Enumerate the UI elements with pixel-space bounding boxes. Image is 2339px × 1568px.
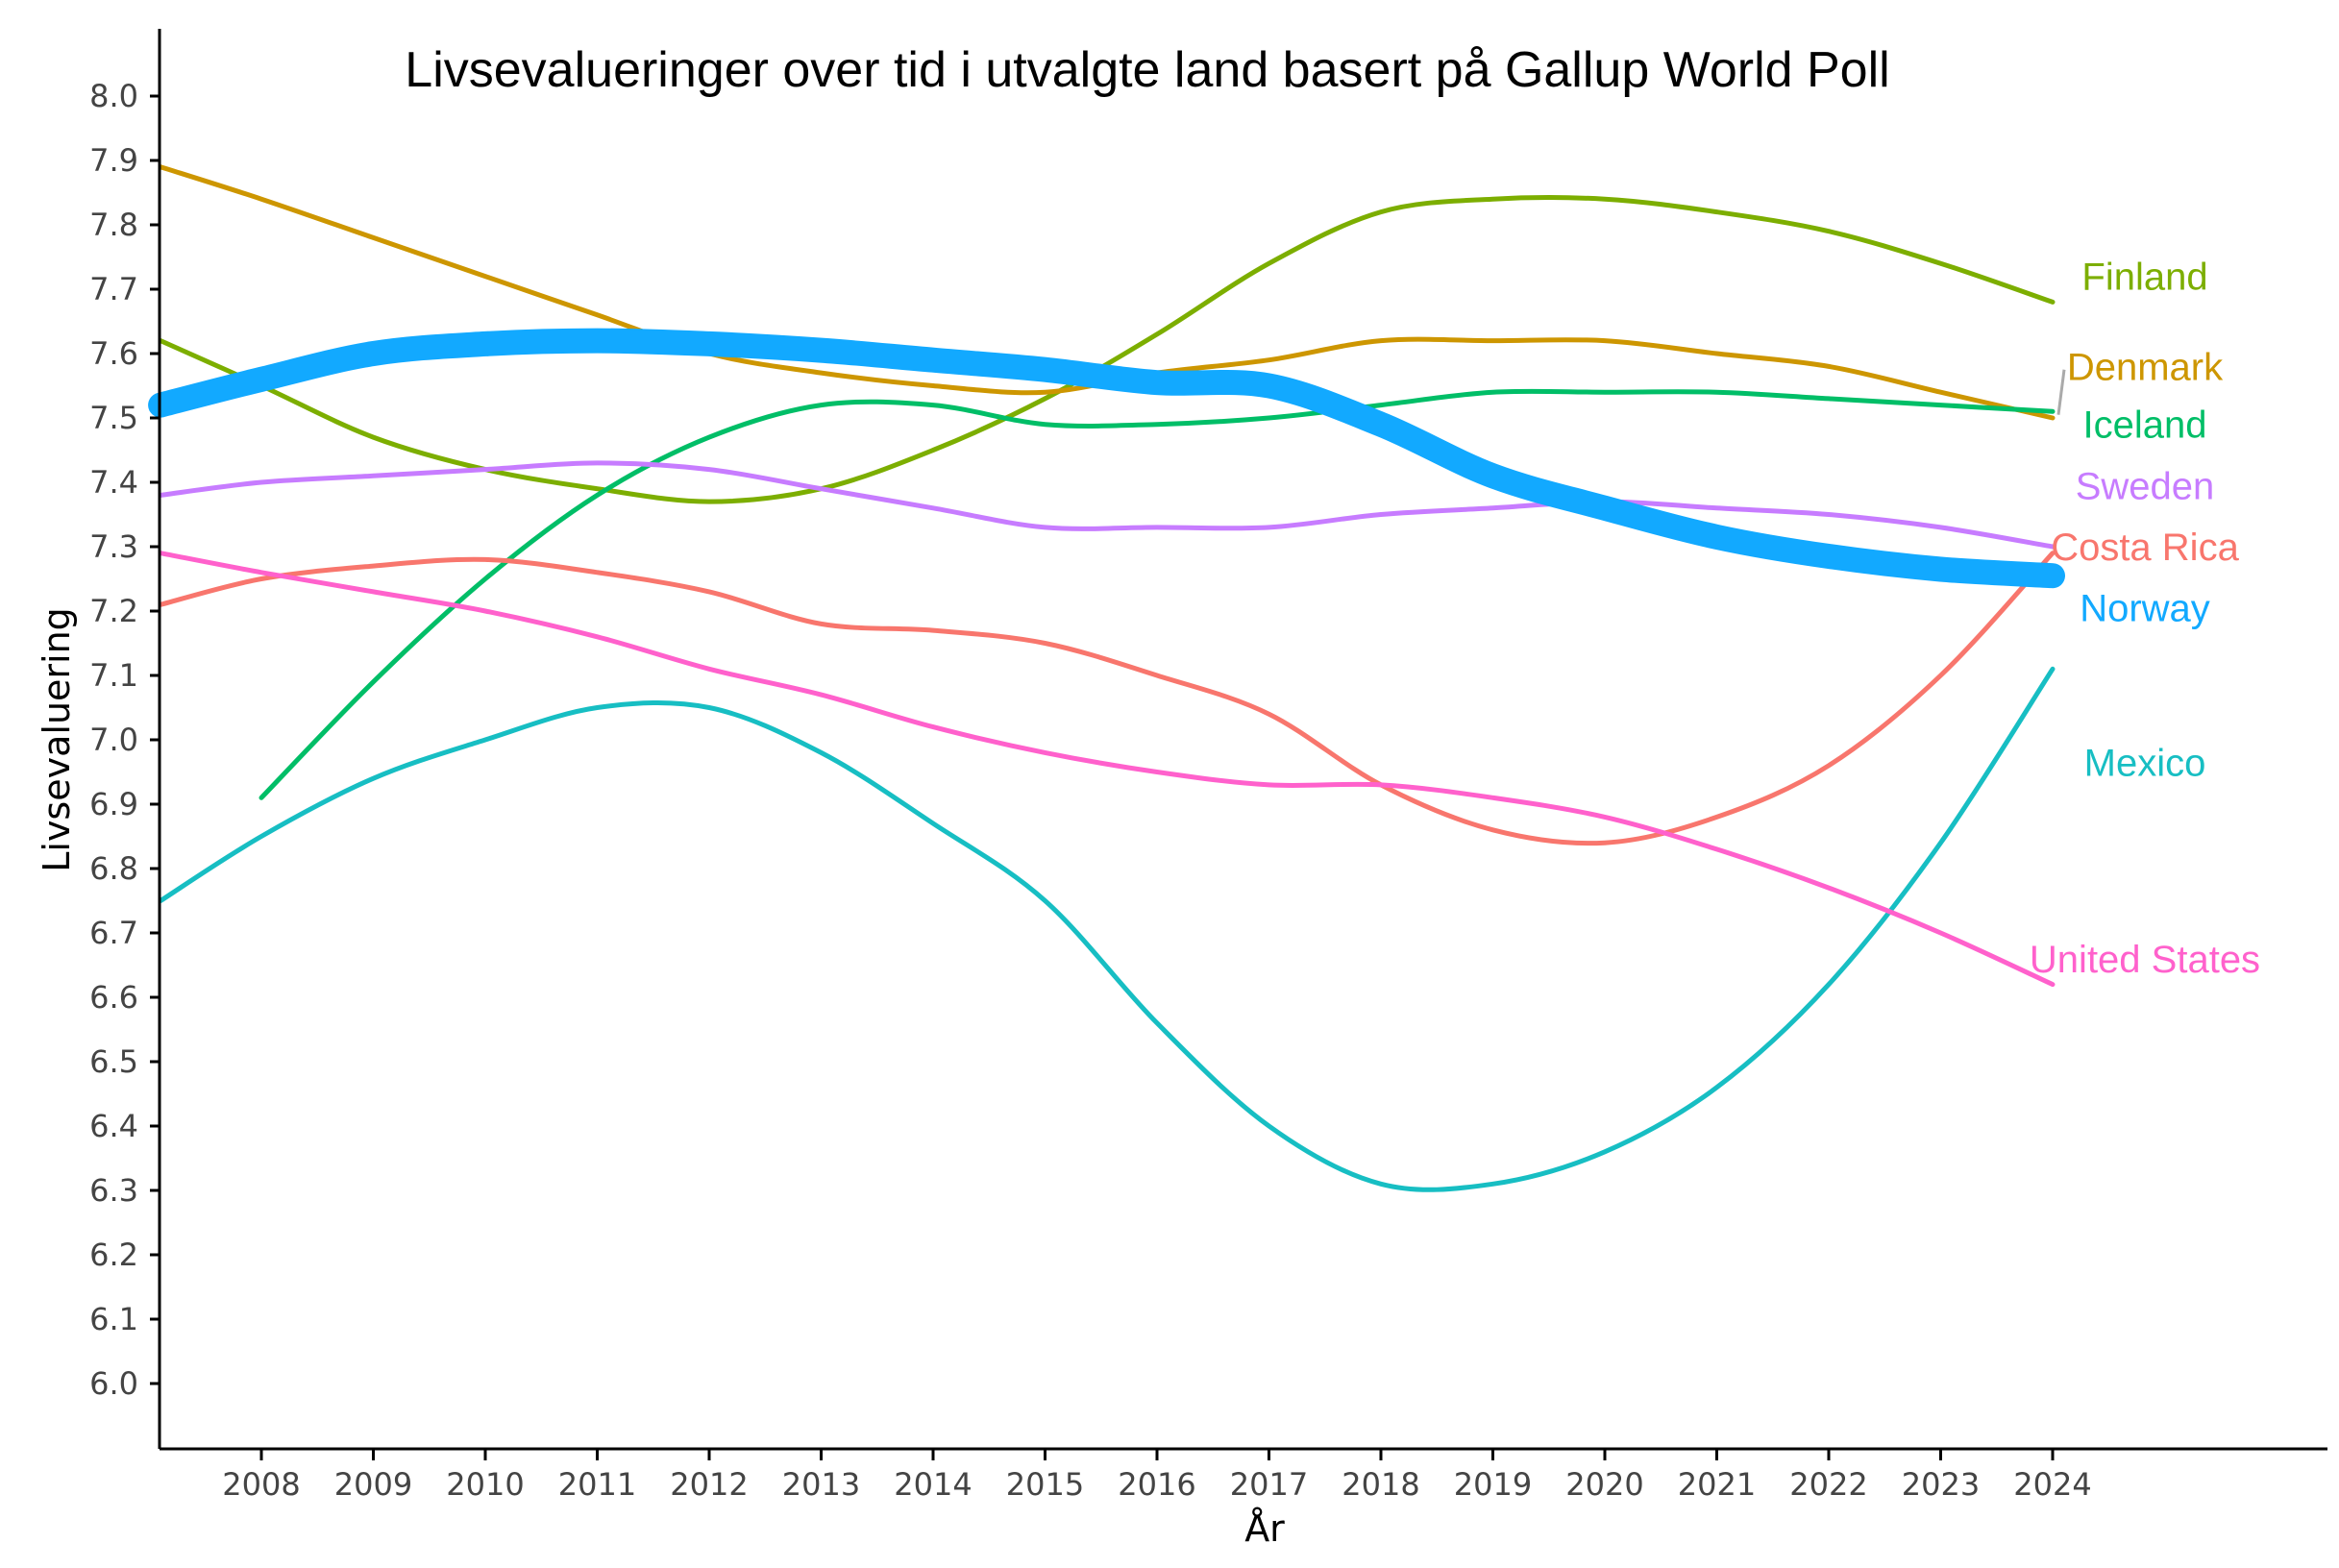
y-tick-label: 7.1 xyxy=(89,657,138,694)
y-tick-label: 6.4 xyxy=(89,1108,138,1144)
x-tick-label: 2014 xyxy=(894,1466,972,1503)
x-tick-label: 2015 xyxy=(1006,1466,1084,1503)
series-line-united-states xyxy=(158,551,2056,988)
series-line-mexico xyxy=(158,666,2056,1192)
x-tick-label: 2010 xyxy=(446,1466,524,1503)
x-tick-label: 2022 xyxy=(1789,1466,1867,1503)
y-tick-label: 6.6 xyxy=(89,979,138,1016)
x-tick-label: 2012 xyxy=(670,1466,748,1503)
y-tick-label: 6.0 xyxy=(89,1365,138,1402)
y-tick-label: 7.0 xyxy=(89,722,138,758)
y-tick-label: 7.8 xyxy=(89,207,138,243)
series-label-denmark: Denmark xyxy=(2067,346,2224,388)
series-line-costa-rica xyxy=(158,551,2056,846)
y-tick-label: 7.3 xyxy=(89,528,138,565)
x-tick-label: 2021 xyxy=(1678,1466,1756,1503)
x-tick-label: 2016 xyxy=(1118,1466,1195,1503)
y-tick-label: 6.7 xyxy=(89,915,138,951)
y-tick-label: 6.2 xyxy=(89,1237,138,1273)
x-tick-label: 2023 xyxy=(1902,1466,1980,1503)
y-tick-label: 7.7 xyxy=(89,271,138,307)
series-label-united-states: United States xyxy=(2030,939,2260,981)
x-tick-label: 2009 xyxy=(334,1466,412,1503)
y-tick-label: 6.1 xyxy=(89,1301,138,1337)
series-label-norway: Norway xyxy=(2080,588,2210,630)
y-axis-ticks: 6.0 6.1 6.2 6.3 6.4 6.5 6.6 6.7 6.8 6.9 7.0 7.1 7.2 7… xyxy=(89,78,160,1402)
series-line-iceland xyxy=(259,388,2056,800)
x-tick-label: 2017 xyxy=(1230,1466,1308,1503)
x-tick-label: 2019 xyxy=(1454,1466,1532,1503)
x-tick-label: 2013 xyxy=(782,1466,860,1503)
denmark-label-connector xyxy=(2056,369,2066,415)
y-axis-title: Livsevaluering xyxy=(36,607,78,872)
y-tick-label: 7.2 xyxy=(89,593,138,629)
series-line-denmark xyxy=(158,164,2056,421)
series-labels: Finland Denmark Iceland Sweden Costa Rica Nor… xyxy=(2030,257,2260,981)
y-tick-label: 7.6 xyxy=(89,335,138,372)
series-lines xyxy=(148,164,2065,1192)
chart-title: Livsevalueringer over tid i utvalgte lan… xyxy=(405,42,1889,98)
series-label-costa-rica: Costa Rica xyxy=(2051,527,2239,569)
y-tick-label: 6.3 xyxy=(89,1172,138,1209)
series-line-norway xyxy=(148,328,2065,589)
series-label-mexico: Mexico xyxy=(2084,742,2206,784)
series-line-sweden xyxy=(158,460,2056,550)
series-label-finland: Finland xyxy=(2081,257,2207,299)
x-axis-ticks: 2008 2009 2010 2011 2012 2013 2014 2015 2016 2017… xyxy=(222,1449,2092,1503)
y-tick-label: 7.9 xyxy=(89,142,138,179)
y-tick-label: 6.8 xyxy=(89,850,138,887)
series-label-iceland: Iceland xyxy=(2083,404,2207,447)
y-tick-label: 6.5 xyxy=(89,1043,138,1080)
x-tick-label: 2011 xyxy=(558,1466,636,1503)
y-tick-label: 6.9 xyxy=(89,786,138,822)
x-axis-title: År xyxy=(1244,1507,1285,1550)
x-tick-label: 2020 xyxy=(1565,1466,1643,1503)
y-tick-label: 8.0 xyxy=(89,78,138,114)
series-label-sweden: Sweden xyxy=(2076,465,2215,507)
x-tick-label: 2008 xyxy=(222,1466,300,1503)
x-tick-label: 2024 xyxy=(2013,1466,2091,1503)
x-tick-label: 2018 xyxy=(1342,1466,1419,1503)
y-tick-label: 7.5 xyxy=(89,400,138,436)
y-tick-label: 7.4 xyxy=(89,464,138,501)
